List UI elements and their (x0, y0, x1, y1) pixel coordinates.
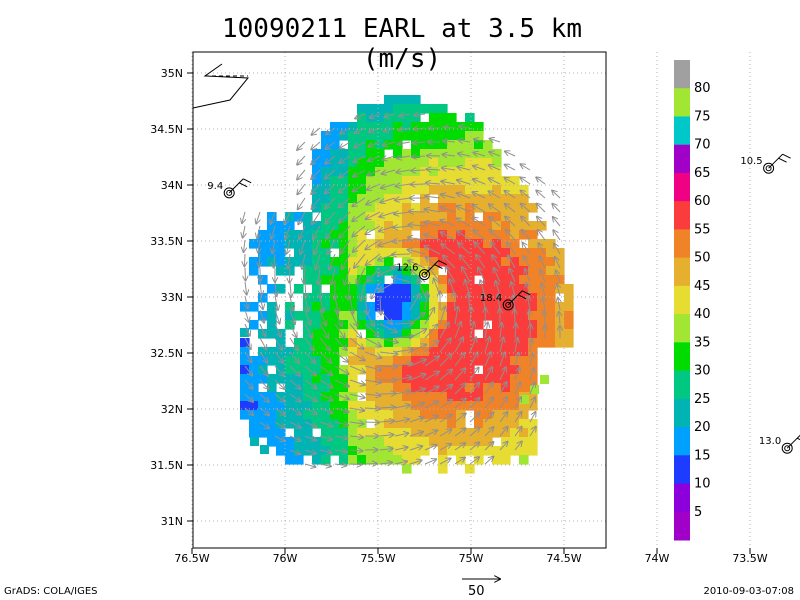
colorbar-label: 65 (694, 166, 711, 181)
lon-tick-label: 76W (273, 552, 298, 565)
lat-tick-label: 34.5N (150, 123, 183, 136)
lat-tick-label: 33.5N (150, 235, 183, 248)
lat-tick-label: 32N (161, 403, 183, 416)
wind-vectors (242, 114, 560, 467)
colorbar-swatch (674, 88, 690, 117)
station-st-2: 10.5 (740, 153, 791, 174)
colorbar-swatch (674, 257, 690, 287)
scale-arrow-label: 50 (468, 584, 485, 599)
colorbar-label: 10 (694, 477, 711, 492)
station-value: 13.0 (759, 436, 781, 447)
station-value: 18.4 (480, 293, 502, 304)
page-title: 10090211 EARL at 3.5 km (m/s) (221, 14, 583, 74)
colorbar: 80 75 70 65 60 55 50 45 40 35 30 25 20 15 10 5 (674, 60, 711, 541)
colorbar-swatch (674, 229, 690, 259)
lat-tick-label: 35N (161, 67, 183, 80)
lat-tick-label: 33N (161, 291, 183, 304)
colorbar-label: 45 (694, 279, 711, 294)
colorbar-label: 60 (694, 194, 711, 209)
lat-tick-label: 32.5N (150, 347, 183, 360)
colorbar-swatch (674, 455, 690, 485)
plot-frame (192, 51, 607, 549)
colorbar-swatch (674, 60, 690, 89)
colorbar-swatch (674, 342, 690, 372)
lon-tick-label: 75.5W (360, 552, 395, 565)
station-value: 9.4 (207, 181, 223, 192)
grid-lines (191, 52, 751, 548)
colorbar-swatch (674, 483, 690, 513)
colorbar-swatch (674, 427, 690, 456)
colorbar-swatch (674, 144, 690, 174)
lon-tick-label: 74W (645, 552, 670, 565)
lon-tick-label: 76.5W (174, 552, 209, 565)
colorbar-label: 80 (694, 81, 711, 96)
footer-timestamp: 2010-09-03-07:08 (703, 586, 794, 597)
lon-tick-label: 74.5W (546, 552, 581, 565)
station-value: 10.5 (740, 156, 762, 167)
lat-tick-label: 34N (161, 179, 183, 192)
station-st-1: 9.4 (207, 178, 252, 199)
station-st-5: 13.0 (759, 434, 800, 454)
lon-tick-label: 75W (459, 552, 484, 565)
colorbar-label: 30 (694, 364, 711, 379)
colorbar-label: 50 (694, 251, 711, 266)
colorbar-label: 70 (694, 138, 711, 153)
latitude-labels: 35N 34.5N 34N 33.5N 33N 32.5N 32N 31.5N 31N (150, 67, 193, 528)
colorbar-label: 20 (694, 420, 711, 435)
station-markers: 9.4 10.5 12.6 18.4 13.0 (207, 153, 800, 454)
colorbar-swatch (674, 398, 690, 428)
colorbar-label: 40 (694, 307, 711, 322)
colorbar-swatch (674, 314, 690, 343)
lon-tick-label: 73.5W (732, 552, 767, 565)
lat-tick-label: 31.5N (150, 459, 183, 472)
colorbar-label: 15 (694, 448, 711, 463)
colorbar-label: 75 (694, 109, 711, 124)
colorbar-swatch (674, 370, 690, 400)
footer-credit: GrADS: COLA/IGES (4, 586, 98, 597)
colorbar-swatch (674, 511, 690, 541)
colorbar-label: 5 (694, 505, 702, 520)
colorbar-swatch (674, 201, 690, 230)
coastline (192, 63, 250, 109)
colorbar-label: 35 (694, 335, 711, 350)
station-st-3: 12.6 (396, 260, 447, 281)
lat-tick-label: 31N (161, 515, 183, 528)
station-st-4: 18.4 (480, 290, 531, 311)
colorbar-swatch (674, 285, 690, 315)
colorbar-label: 55 (694, 222, 711, 237)
colorbar-swatch (674, 116, 690, 146)
colorbar-label: 25 (694, 392, 711, 407)
station-value: 12.6 (396, 263, 418, 274)
colorbar-swatch (674, 172, 690, 202)
